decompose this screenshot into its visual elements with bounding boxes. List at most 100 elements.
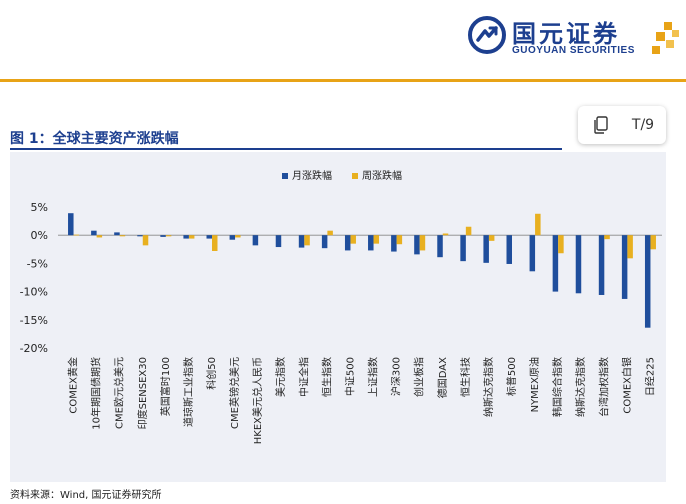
weekly-bar [188, 235, 195, 239]
weekly-bar [373, 235, 380, 244]
figure-title-underline [10, 148, 562, 150]
monthly-bar [621, 235, 628, 299]
x-tick-label: 科创50 [205, 357, 218, 390]
x-tick-label: HKEX美元兑人民币 [251, 357, 264, 444]
copy-button[interactable] [588, 112, 614, 138]
x-tick-label: 纳斯达克指数 [574, 357, 587, 417]
weekly-bar [558, 235, 564, 254]
x-tick-label: 韩国综合指数 [551, 357, 564, 417]
x-tick-label: 台湾加权指数 [597, 357, 610, 417]
legend-swatch-monthly [282, 173, 288, 179]
x-tick-label: NYMEX原油 [528, 357, 541, 412]
weekly-bar [604, 235, 610, 240]
weekly-bar [442, 233, 449, 236]
monthly-bar [483, 235, 489, 263]
weekly-bar [119, 235, 126, 237]
monthly-bar [114, 232, 120, 236]
monthly-bar [460, 235, 466, 262]
x-tick-label: CME英镑兑美元 [228, 357, 241, 429]
x-tick-label: 中证500 [343, 357, 356, 396]
monthly-bar [344, 235, 351, 251]
legend-label-monthly: 月涨跌幅 [292, 169, 332, 182]
copy-icon [594, 116, 608, 134]
monthly-bar [91, 230, 97, 236]
weekly-bar [627, 235, 633, 259]
x-tick-label: 印度SENSEX30 [136, 357, 149, 429]
x-tick-label: 纳斯达克指数 [482, 357, 495, 417]
x-tick-label: 德国DAX [436, 357, 449, 398]
y-tick-label: 0% [31, 229, 48, 242]
monthly-bar [68, 213, 74, 236]
weekly-bar [212, 235, 218, 251]
y-tick-label: -5% [27, 257, 48, 270]
x-tick-label: 道琼斯工业指数 [182, 357, 195, 427]
weekly-bar [535, 213, 541, 236]
monthly-bar [414, 235, 420, 255]
x-tick-label: 标普500 [505, 357, 518, 396]
x-tick-label: 上证指数 [367, 357, 380, 397]
weekly-bar [96, 235, 103, 238]
monthly-bar [275, 235, 282, 248]
x-tick-label: 美元指数 [274, 357, 287, 397]
x-tick-label: COMEX黄金 [67, 357, 80, 414]
chart-background [10, 152, 666, 482]
monthly-bar [391, 235, 397, 252]
monthly-bar [252, 235, 259, 246]
logo-english-name: GUOYUAN SECURITIES [512, 45, 635, 56]
monthly-bar [321, 235, 328, 249]
x-tick-label: 英国富时100 [159, 357, 172, 416]
monthly-bar [368, 235, 374, 251]
weekly-bar [465, 226, 472, 236]
y-tick-label: -10% [20, 286, 48, 299]
logo-cubes-icon [652, 22, 679, 54]
monthly-bar [506, 235, 512, 264]
legend-swatch-weekly [352, 173, 358, 179]
x-tick-label: 沪深300 [390, 357, 403, 396]
x-tick-label: 10年期国债期货 [90, 357, 103, 430]
monthly-bar [298, 235, 305, 248]
x-tick-label: 中证全指 [297, 357, 310, 397]
weekly-bar [304, 235, 310, 246]
monthly-bar [137, 235, 143, 237]
legend-label-weekly: 周涨跌幅 [362, 169, 402, 182]
text-size-button[interactable]: T/9 [631, 117, 655, 133]
bar-chart: 5% 0% -5% -10% -15% -20% COMEX黄金 10年期国债期货 CME欧元兑… [20, 169, 662, 444]
x-tick-label: 恒生指数 [320, 357, 333, 397]
weekly-bar [350, 235, 356, 244]
monthly-bar [206, 235, 212, 239]
weekly-bar [488, 235, 495, 241]
y-tick-label: 5% [31, 201, 48, 214]
monthly-bar [644, 235, 651, 328]
monthly-bar [437, 235, 443, 258]
weekly-bar [235, 235, 241, 238]
x-tick-label: 恒生科技 [459, 357, 472, 397]
logo-mark-icon [468, 16, 506, 54]
weekly-bar [650, 235, 656, 250]
header-divider [0, 79, 686, 82]
figure-source: 资料来源：Wind, 国元证券研究所 [10, 490, 162, 501]
guoyuan-logo: 国元证券 GUOYUAN SECURITIES [468, 14, 680, 64]
y-tick-label: -20% [20, 342, 48, 355]
monthly-bar [229, 235, 236, 240]
monthly-bar [183, 235, 189, 239]
monthly-bar [598, 235, 605, 295]
report-header: 国元证券 GUOYUAN SECURITIES [0, 0, 686, 80]
monthly-bar [529, 235, 536, 272]
y-tick-label: -15% [20, 314, 48, 327]
weekly-bar [142, 235, 149, 246]
x-tick-label: 创业板指 [413, 357, 426, 397]
logo-chinese-name: 国元证券 [512, 20, 620, 48]
monthly-bar [160, 235, 166, 237]
monthly-bar [575, 235, 582, 294]
weekly-bar [73, 234, 80, 236]
x-tick-label: CME欧元兑美元 [113, 357, 126, 429]
weekly-bar [327, 230, 333, 236]
x-tick-label: COMEX白银 [620, 357, 633, 414]
weekly-bar [165, 235, 172, 237]
weekly-bar [396, 235, 403, 245]
figure-title: 图 1：全球主要资产涨跌幅 [10, 131, 179, 147]
floating-toolbar: T/9 [578, 106, 666, 144]
monthly-bar [552, 235, 559, 292]
weekly-bar [419, 235, 426, 251]
x-tick-label: 日经225 [643, 357, 656, 396]
